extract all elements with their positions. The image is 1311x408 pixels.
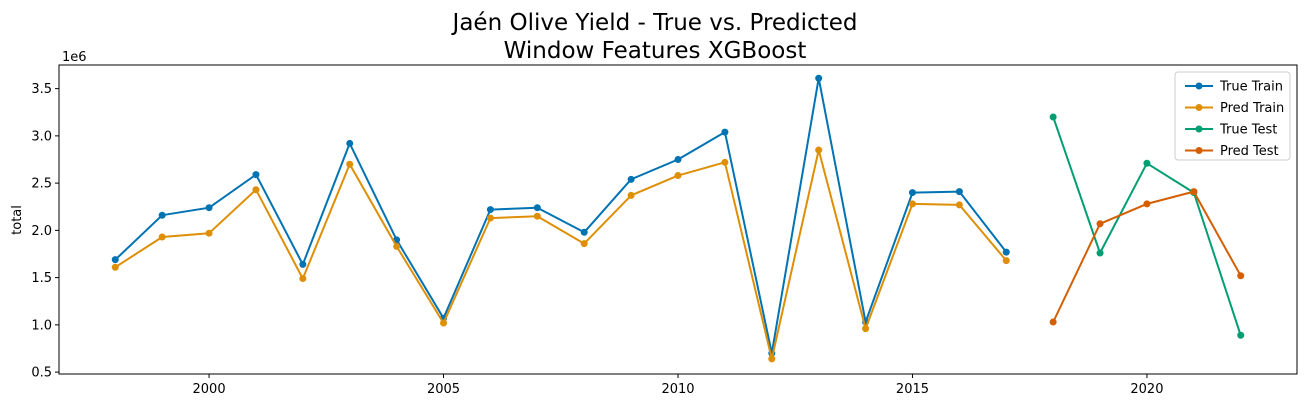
- legend-marker: [1195, 147, 1203, 154]
- y-tick-label: 3.5: [31, 82, 52, 97]
- x-tick-label: 2000: [193, 382, 226, 397]
- data-point-true-train: [627, 175, 635, 183]
- legend-label: True Train: [1219, 80, 1283, 95]
- data-point-true-train: [580, 228, 588, 236]
- data-point-true-train: [205, 204, 213, 212]
- data-point-true-train: [252, 171, 260, 179]
- y-tick-label: 1.5: [31, 271, 52, 286]
- y-axis-offset-label: 1e6: [62, 50, 87, 65]
- legend: True Train Pred Train True Test Pred Test: [1174, 71, 1291, 161]
- data-point-true-train: [908, 189, 916, 197]
- data-point-true-train: [486, 206, 494, 214]
- data-point-true-train: [533, 204, 541, 212]
- data-point-pred-train: [768, 355, 776, 363]
- data-point-pred-train: [721, 158, 729, 166]
- x-tick-label: 2005: [427, 382, 460, 397]
- data-point-true-train: [674, 155, 682, 163]
- data-point-pred-train: [252, 186, 260, 194]
- y-tick-label: 2.5: [31, 177, 52, 192]
- legend-marker: [1195, 125, 1203, 133]
- data-point-true-train: [111, 256, 119, 264]
- legend-marker: [1195, 104, 1203, 111]
- legend-label: Pred Train: [1220, 101, 1284, 116]
- y-axis-label: total: [10, 205, 25, 235]
- data-point-true-train: [299, 260, 307, 268]
- data-point-true-test: [1143, 159, 1151, 167]
- series-layer: [111, 74, 1245, 363]
- series-line-true-train: [114, 77, 1008, 355]
- data-point-true-train: [158, 211, 166, 219]
- data-point-pred-train: [580, 240, 588, 248]
- data-point-pred-train: [440, 319, 448, 327]
- data-point-pred-test: [1143, 200, 1151, 208]
- series-line-pred-test: [1052, 190, 1242, 323]
- chart-title-line2: Window Features XGBoost: [504, 38, 807, 64]
- data-point-pred-train: [393, 242, 401, 250]
- data-point-pred-train: [346, 160, 354, 168]
- x-axis-ticks: 2000 2005 2010 2015 2020: [193, 374, 1163, 397]
- data-point-true-train: [721, 128, 729, 136]
- legend-label: Pred Test: [1220, 144, 1279, 159]
- data-point-true-train: [955, 188, 963, 196]
- data-point-pred-train: [955, 201, 963, 209]
- legend-marker: [1195, 82, 1203, 90]
- data-point-pred-train: [205, 229, 213, 237]
- data-point-true-test: [1237, 331, 1245, 339]
- y-axis-ticks: 0.5 1.0 1.5 2.0 2.5 3.0 3.5: [31, 82, 59, 381]
- data-point-pred-train: [862, 325, 870, 333]
- x-tick-label: 2015: [896, 382, 929, 397]
- data-point-pred-train: [486, 214, 494, 222]
- data-point-pred-test: [1237, 272, 1245, 280]
- series-line-pred-train: [114, 149, 1008, 360]
- y-tick-label: 2.0: [31, 224, 52, 239]
- data-point-pred-train: [815, 146, 823, 154]
- chart-title-line1: Jaén Olive Yield - True vs. Predicted: [451, 10, 858, 36]
- x-tick-label: 2010: [661, 382, 694, 397]
- data-point-pred-train: [111, 263, 119, 271]
- y-tick-label: 3.0: [31, 129, 52, 144]
- data-point-pred-train: [1002, 257, 1010, 265]
- legend-label: True Test: [1219, 123, 1277, 138]
- data-point-pred-test: [1190, 188, 1198, 196]
- data-point-true-train: [1002, 248, 1010, 256]
- data-point-pred-train: [533, 212, 541, 220]
- data-point-pred-train: [674, 172, 682, 180]
- y-tick-label: 1.0: [31, 318, 52, 333]
- data-point-true-test: [1096, 249, 1104, 257]
- data-point-true-train: [815, 74, 823, 82]
- data-point-pred-test: [1096, 220, 1104, 228]
- data-point-pred-test: [1049, 318, 1057, 326]
- y-tick-label: 0.5: [31, 366, 52, 381]
- data-point-pred-train: [908, 200, 916, 208]
- data-point-true-test: [1049, 113, 1057, 121]
- x-tick-label: 2020: [1130, 382, 1163, 397]
- data-point-pred-train: [158, 233, 166, 241]
- data-point-true-train: [346, 139, 354, 147]
- data-point-pred-train: [299, 275, 307, 283]
- legend-frame: [1174, 71, 1291, 161]
- data-point-pred-train: [627, 191, 635, 199]
